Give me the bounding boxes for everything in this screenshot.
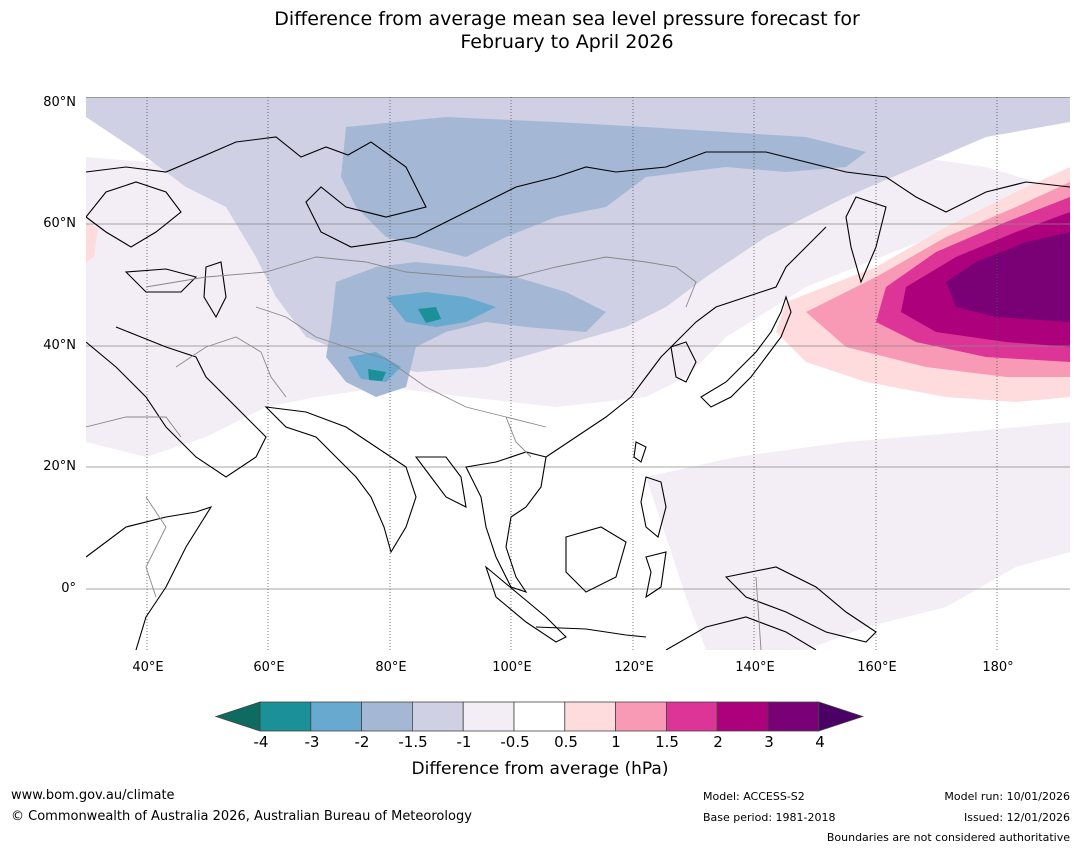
- lat-label-80n: 80°N: [43, 95, 76, 110]
- colorbar-cell: [767, 701, 820, 732]
- anomaly-region-neg-2-b: [348, 352, 401, 382]
- cb-tick-label: 2: [713, 733, 723, 751]
- colorbar-extend-low: [215, 701, 261, 732]
- anomaly-region-neg-2: [386, 292, 496, 327]
- cb-tick-label: -1.5: [398, 733, 428, 751]
- colorbar-cell: [411, 701, 464, 732]
- anomaly-region-pos-0-5-west: [86, 222, 98, 262]
- model-run-text: Model run: 10/01/2026: [944, 790, 1070, 803]
- lon-label-120e: 120°E: [614, 660, 654, 675]
- coastlines: [86, 136, 1070, 650]
- lat-label-60n: 60°N: [43, 216, 76, 231]
- cb-tick-label: -2: [354, 733, 370, 751]
- colorbar-cell: [259, 701, 312, 732]
- cb-tick-label: 4: [815, 733, 825, 751]
- chart-title: Difference from average mean sea level p…: [0, 8, 1081, 54]
- colorbar-extend-high: [818, 701, 865, 732]
- cb-tick-label: -4: [253, 733, 269, 751]
- lat-label-40n: 40°N: [43, 338, 76, 353]
- model-text: Model: ACCESS-S2: [703, 790, 805, 803]
- title-line-1: Difference from average mean sea level p…: [274, 8, 860, 30]
- colorbar: [215, 701, 865, 732]
- pressure-anomaly-map: [86, 97, 1070, 650]
- cb-tick-label: 0.5: [554, 733, 578, 751]
- cb-tick-label: -1: [456, 733, 472, 751]
- anomaly-region-neg-light-pacific: [646, 422, 1070, 650]
- anomaly-region-neg-3-b: [368, 369, 386, 381]
- lon-label-80e: 80°E: [375, 660, 407, 675]
- cb-tick-label: 1.5: [655, 733, 679, 751]
- issued-text: Issued: 12/01/2026: [963, 811, 1070, 824]
- cb-tick-label: -0.5: [500, 733, 530, 751]
- lon-label-40e: 40°E: [132, 660, 164, 675]
- colorbar-cell: [310, 701, 363, 732]
- disclaimer-text: Boundaries are not considered authoritat…: [826, 831, 1070, 844]
- copyright-text: © Commonwealth of Australia 2026, Austra…: [11, 809, 472, 824]
- cb-tick-label: -3: [304, 733, 320, 751]
- colorbar-cell: [615, 701, 667, 732]
- colorbar-cell: [513, 701, 566, 732]
- lat-label-20n: 20°N: [43, 459, 76, 474]
- lon-label-180: 180°: [982, 660, 1014, 675]
- colorbar-cell: [361, 701, 413, 732]
- lat-label-0: 0°: [61, 581, 76, 596]
- borders: [86, 256, 762, 650]
- anomaly-region-pos-3: [946, 232, 1070, 322]
- title-line-2: February to April 2026: [460, 31, 674, 53]
- parallels: [86, 97, 1070, 590]
- colorbar-cell: [462, 701, 515, 732]
- website-link[interactable]: www.bom.gov.au/climate: [11, 788, 175, 803]
- cb-tick-label: 3: [764, 733, 774, 751]
- anomaly-region-neg-3: [418, 307, 441, 323]
- lon-label-160e: 160°E: [857, 660, 897, 675]
- colorbar-cell: [716, 701, 769, 732]
- base-period-text: Base period: 1981-2018: [703, 811, 836, 824]
- colorbar-cell: [564, 701, 616, 732]
- colorbar-title: Difference from average (hPa): [411, 759, 669, 779]
- lon-label-100e: 100°E: [492, 660, 532, 675]
- lon-label-140e: 140°E: [735, 660, 775, 675]
- colorbar-cell: [665, 701, 718, 732]
- lon-label-60e: 60°E: [253, 660, 285, 675]
- cb-tick-label: 1: [611, 733, 621, 751]
